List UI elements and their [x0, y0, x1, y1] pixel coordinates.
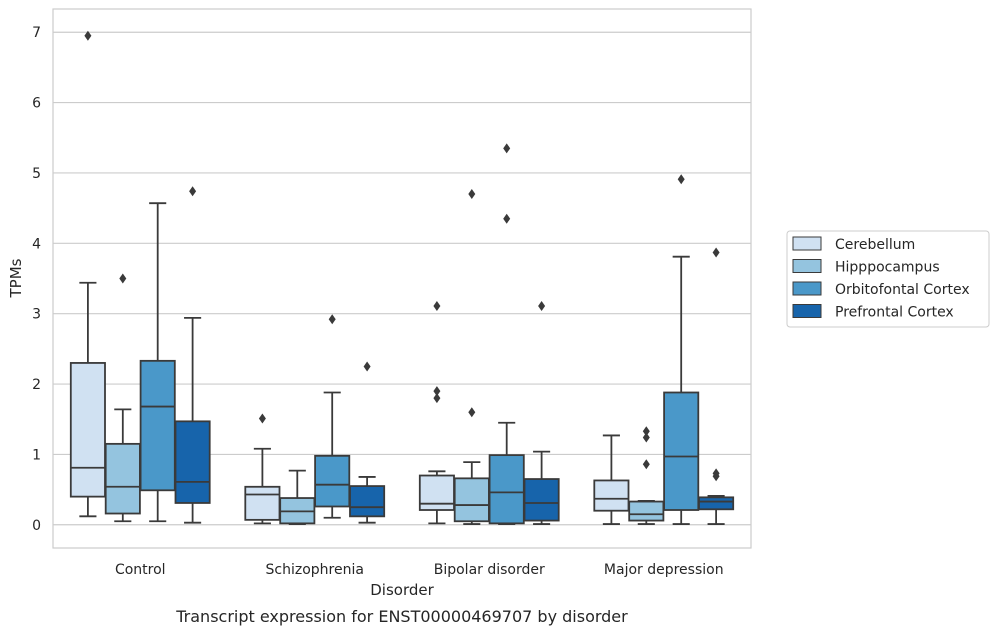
outlier-point [712, 468, 720, 479]
legend-swatch [792, 236, 822, 251]
y-tick-label-2: 2 [32, 377, 41, 393]
legend-swatch [792, 281, 822, 296]
box-major-depression-cerebellum [593, 434, 630, 525]
outlier-point [642, 459, 650, 470]
legend-frame [786, 230, 990, 328]
outlier-point [468, 407, 476, 418]
y-tick-label-6: 6 [32, 96, 41, 112]
legend-label: Orbitofontal Cortex [835, 282, 970, 298]
y-axis-title: TPMs [7, 258, 25, 298]
box-body [244, 485, 281, 521]
box-bipolar-disorder-orbitofontal-cortex [488, 143, 525, 525]
y-tick-label-0: 0 [32, 518, 41, 534]
y-tick-label-4: 4 [32, 236, 41, 252]
box-schizophrenia-cerebellum [244, 413, 281, 525]
box-body [523, 478, 560, 522]
outlier-point [189, 186, 197, 197]
box-control-cerebellum [69, 30, 106, 518]
legend-swatch [792, 304, 822, 318]
outlier-point [538, 300, 546, 311]
plot-area-frame [52, 8, 752, 549]
legend-item-cerebellum: Cerebellum [792, 236, 915, 253]
outlier-point [503, 143, 511, 154]
box-body [663, 391, 700, 511]
legend-label: Hipppocampus [835, 260, 940, 276]
y-tick-label-7: 7 [32, 25, 41, 41]
outlier-point [84, 30, 92, 41]
box-body [314, 454, 351, 508]
legend-item-hipppocampus: Hipppocampus [792, 259, 940, 276]
boxes [69, 30, 735, 525]
box-body [104, 442, 141, 515]
x-tick-label-bipolar-disorder: Bipolar disorder [434, 562, 545, 578]
outlier-point [503, 213, 511, 224]
y-tick-label-3: 3 [32, 307, 41, 323]
x-axis-ticks: Control Schizophrenia Bipolar disorder Majo… [115, 562, 724, 578]
legend-label: Cerebellum [835, 237, 915, 253]
outlier-point [363, 361, 371, 372]
legend-item-orbitofontal-cortex: Orbitofontal Cortex [792, 281, 970, 298]
box-schizophrenia-prefrontal-cortex [349, 361, 386, 524]
legend: Cerebellum Hipppocampus Orbitofontal Corte… [786, 230, 990, 328]
outlier-point [258, 413, 266, 424]
y-axis-ticks: 0 1 2 3 4 5 6 7 [32, 25, 41, 534]
box-body [174, 420, 211, 504]
outlier-point [642, 426, 650, 437]
legend-item-prefrontal-cortex: Prefrontal Cortex [792, 304, 954, 321]
box-bipolar-disorder-prefrontal-cortex [523, 300, 560, 525]
outlier-point [433, 393, 441, 404]
box-control-orbitofontal-cortex [139, 202, 176, 523]
box-body [139, 359, 176, 492]
legend-label: Prefrontal Cortex [835, 305, 954, 321]
box-body [349, 485, 386, 518]
box-major-depression-hipppocampus [628, 426, 665, 525]
outlier-point [712, 247, 720, 258]
box-bipolar-disorder-hipppocampus [453, 189, 490, 525]
box-body [698, 496, 735, 511]
box-bipolar-disorder-cerebellum [418, 300, 455, 525]
y-tick-label-1: 1 [32, 447, 41, 463]
box-body [453, 477, 490, 523]
y-tick-label-5: 5 [32, 166, 41, 182]
box-control-hipppocampus [104, 273, 141, 523]
box-body [488, 454, 525, 525]
outlier-point [468, 189, 476, 200]
box-schizophrenia-hipppocampus [279, 469, 316, 525]
outlier-point [119, 273, 127, 284]
chart-caption: Transcript expression for ENST0000046970… [175, 607, 628, 626]
box-body [628, 500, 665, 522]
outlier-point [677, 174, 685, 185]
outlier-point [328, 314, 336, 325]
x-tick-label-major-depression: Major depression [604, 562, 724, 578]
box-major-depression-orbitofontal-cortex [663, 174, 700, 525]
box-body [593, 479, 630, 512]
box-major-depression-prefrontal-cortex [698, 247, 735, 525]
outlier-point [433, 300, 441, 311]
outlier-point [642, 432, 650, 443]
x-axis-title: Disorder [370, 581, 434, 599]
legend-swatch [792, 259, 822, 273]
x-tick-label-control: Control [115, 562, 166, 578]
box-body [418, 474, 455, 511]
x-tick-label-schizophrenia: Schizophrenia [266, 562, 364, 578]
box-control-prefrontal-cortex [174, 186, 211, 524]
box-schizophrenia-orbitofontal-cortex [314, 314, 351, 519]
box-body [69, 362, 106, 498]
outlier-point [433, 386, 441, 397]
